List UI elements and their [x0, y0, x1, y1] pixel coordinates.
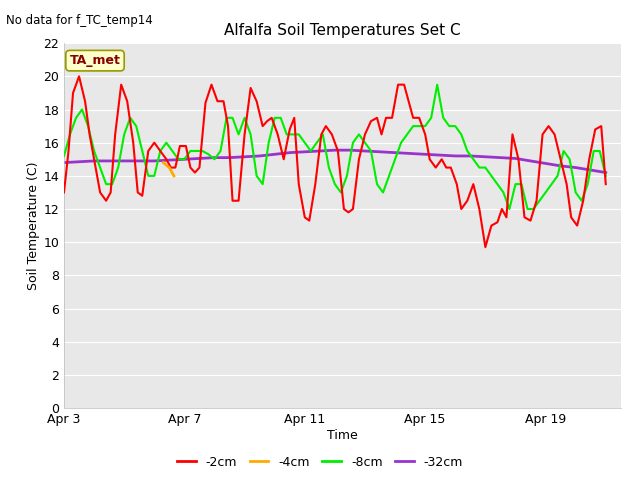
X-axis label: Time: Time — [327, 429, 358, 442]
Y-axis label: Soil Temperature (C): Soil Temperature (C) — [28, 161, 40, 290]
Legend: -2cm, -4cm, -8cm, -32cm: -2cm, -4cm, -8cm, -32cm — [172, 451, 468, 474]
Title: Alfalfa Soil Temperatures Set C: Alfalfa Soil Temperatures Set C — [224, 23, 461, 38]
Text: TA_met: TA_met — [70, 54, 120, 67]
Text: No data for f_TC_temp14: No data for f_TC_temp14 — [6, 14, 153, 27]
